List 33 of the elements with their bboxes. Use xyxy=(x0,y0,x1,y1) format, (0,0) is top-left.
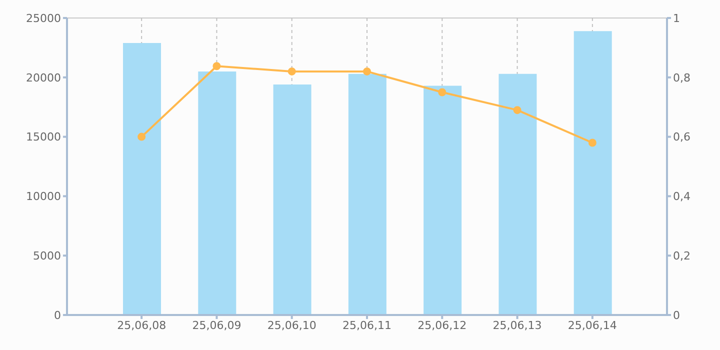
x-tick-label: 25,06,09 xyxy=(192,318,242,332)
point xyxy=(138,132,146,141)
x-tick-label: 25,06,13 xyxy=(492,318,542,332)
y-tick-label: 10000 xyxy=(26,190,61,204)
bar xyxy=(574,31,612,315)
x-tick-label: 25,06,10 xyxy=(267,318,316,332)
x-tick-label: 25,06,14 xyxy=(568,318,617,332)
y2-tick-label: 0 xyxy=(673,308,680,322)
y-tick-label: 20000 xyxy=(26,71,61,84)
bar xyxy=(273,84,312,315)
bar xyxy=(424,86,462,315)
x-tick-label: 25,06,08 xyxy=(117,318,166,332)
y2-tick-label: 0,6 xyxy=(673,130,690,144)
y2-tick-label: 0,4 xyxy=(673,190,690,204)
point xyxy=(513,106,522,114)
point xyxy=(588,138,596,147)
point xyxy=(363,67,371,76)
y-tick-label: 5000 xyxy=(33,250,61,263)
bar xyxy=(198,71,236,315)
bar xyxy=(348,74,386,315)
y-tick-label: 15000 xyxy=(26,130,61,144)
point xyxy=(212,62,221,70)
point xyxy=(288,67,296,76)
x-tick-label: 25,06,12 xyxy=(418,318,467,332)
point xyxy=(438,88,446,96)
x-tick-label: 25,06,11 xyxy=(342,318,392,332)
y2-tick-label: 0,8 xyxy=(673,71,690,84)
bar xyxy=(498,74,537,315)
y-tick-label: 25000 xyxy=(26,12,61,25)
bar xyxy=(123,42,161,315)
y2-tick-label: 1 xyxy=(673,12,680,25)
y2-tick-label: 0,2 xyxy=(673,250,690,263)
y-tick-label: 0 xyxy=(54,308,61,322)
